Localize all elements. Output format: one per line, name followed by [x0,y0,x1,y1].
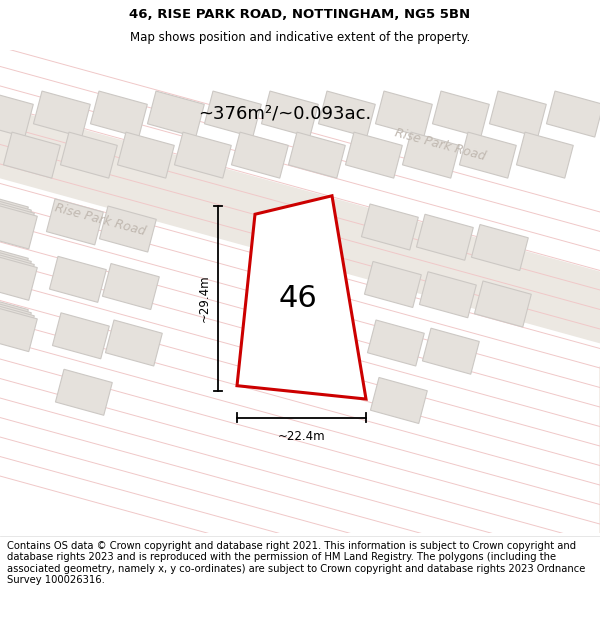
Polygon shape [118,132,174,178]
Polygon shape [205,91,261,137]
Polygon shape [0,302,34,349]
Polygon shape [106,320,162,366]
Polygon shape [46,199,103,245]
Polygon shape [237,196,366,399]
Polygon shape [433,91,489,137]
Polygon shape [517,132,573,178]
Polygon shape [0,248,31,294]
Polygon shape [103,264,159,309]
Polygon shape [61,132,117,178]
Polygon shape [289,132,345,178]
Polygon shape [472,224,528,271]
Text: ~22.4m: ~22.4m [278,429,325,442]
Polygon shape [0,200,34,246]
Polygon shape [370,378,427,424]
Polygon shape [416,214,473,260]
Polygon shape [403,132,459,178]
Polygon shape [376,91,432,137]
Polygon shape [0,91,33,137]
Polygon shape [49,256,106,302]
Polygon shape [52,312,109,359]
Polygon shape [148,91,204,137]
Polygon shape [0,245,28,291]
Polygon shape [361,204,418,250]
Polygon shape [364,261,421,308]
Polygon shape [547,91,600,137]
Polygon shape [4,132,60,178]
Polygon shape [0,306,37,352]
Text: Contains OS data © Crown copyright and database right 2021. This information is : Contains OS data © Crown copyright and d… [7,541,586,586]
Text: Map shows position and indicative extent of the property.: Map shows position and indicative extent… [130,31,470,44]
Text: 46: 46 [278,284,317,313]
Polygon shape [262,91,318,137]
Polygon shape [55,369,112,415]
Text: ~376m²/~0.093ac.: ~376m²/~0.093ac. [199,104,371,122]
Text: Rise Park Road: Rise Park Road [53,201,147,238]
Polygon shape [419,272,476,318]
Polygon shape [175,132,231,178]
Polygon shape [100,206,156,252]
Polygon shape [475,281,531,327]
Polygon shape [367,320,424,366]
Polygon shape [0,296,28,343]
Polygon shape [422,328,479,374]
Polygon shape [490,91,546,137]
Polygon shape [0,203,37,249]
Polygon shape [460,132,516,178]
Text: ~29.4m: ~29.4m [197,274,211,322]
Polygon shape [0,194,28,240]
Polygon shape [0,251,34,298]
Text: 46, RISE PARK ROAD, NOTTINGHAM, NG5 5BN: 46, RISE PARK ROAD, NOTTINGHAM, NG5 5BN [130,8,470,21]
Polygon shape [0,106,600,343]
Polygon shape [319,91,375,137]
Text: Rise Park Road: Rise Park Road [393,126,487,163]
Polygon shape [91,91,147,137]
Polygon shape [232,132,288,178]
Polygon shape [34,91,90,137]
Polygon shape [0,254,37,300]
Polygon shape [0,197,31,242]
Polygon shape [346,132,402,178]
Polygon shape [0,299,31,346]
